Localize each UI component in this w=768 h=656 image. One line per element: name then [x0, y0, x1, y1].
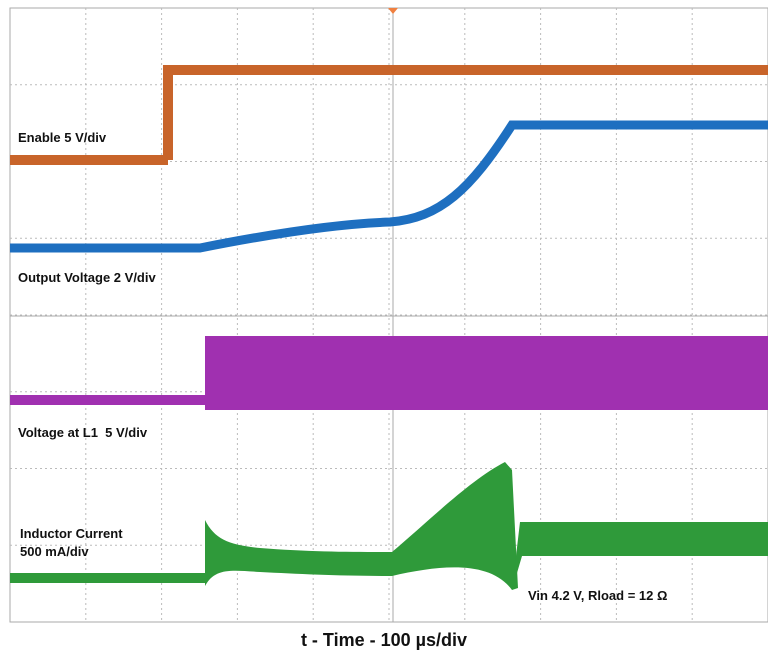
trigger-marker: [388, 8, 398, 14]
output-voltage-trace: [10, 120, 768, 253]
l1-voltage-switching: [205, 336, 768, 410]
annotation: Enable 5 V/div: [18, 130, 107, 145]
annotation: Output Voltage 2 V/div: [18, 270, 156, 285]
enable-trace: [10, 65, 768, 165]
annotation: 500 mA/div: [20, 544, 89, 559]
annotation: Inductor Current: [20, 526, 123, 541]
annotation: Vin 4.2 V, Rload = 12 Ω: [528, 588, 667, 603]
annotation: Voltage at L1 5 V/div: [18, 425, 148, 440]
x-axis-label: t - Time - 100 µs/div: [301, 630, 467, 650]
inductor-current-band-3: [512, 522, 768, 590]
inductor-current-band-1: [205, 520, 392, 586]
inductor-current-band-2: [392, 462, 518, 590]
